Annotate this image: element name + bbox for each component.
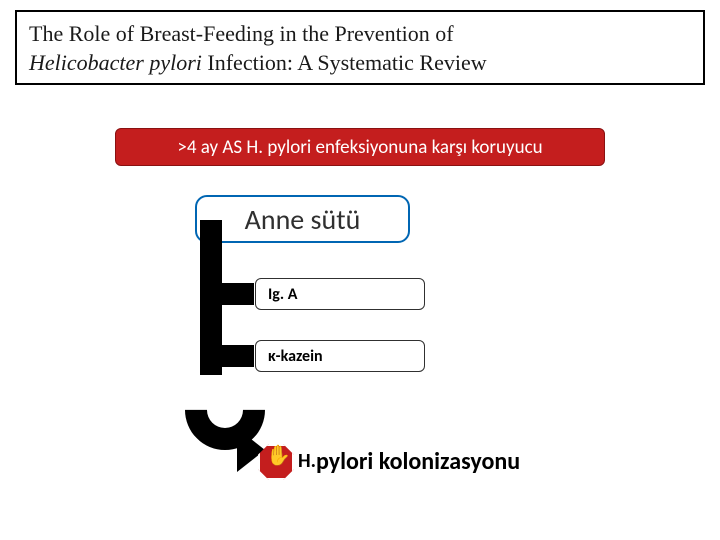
connector-to-kazein	[222, 345, 254, 367]
title-plain2: Infection: A Systematic Review	[202, 50, 487, 75]
red-bar-text: >4 ay AS H. pylori enfeksiyonuna karşı k…	[177, 136, 542, 159]
connector-to-iga	[222, 283, 254, 305]
anne-sutu-label: Anne sütü	[245, 202, 361, 237]
title-line1: The Role of Breast-Feeding in the Preven…	[29, 20, 691, 49]
stop-icon: ✋	[256, 437, 296, 477]
hp-rest: pylori kolonizasyonu	[316, 447, 520, 476]
kazein-node: κ-kazein	[255, 340, 425, 372]
kazein-label: κ-kazein	[268, 347, 323, 366]
hp-h-letter: H.	[298, 449, 316, 473]
anne-sutu-node: Anne sütü	[195, 195, 410, 243]
iga-label: Ig. A	[268, 285, 297, 304]
iga-node: Ig. A	[255, 278, 425, 310]
title-line2: Helicobacter pylori Infection: A Systema…	[29, 49, 691, 78]
title-box: The Role of Breast-Feeding in the Preven…	[15, 10, 705, 85]
connector-vertical-main	[200, 220, 222, 375]
hp-kolon-node: H. pylori kolonizasyonu	[298, 440, 608, 482]
title-italic: Helicobacter pylori	[29, 50, 202, 75]
stop-hand-icon: ✋	[266, 446, 291, 466]
red-summary-bar: >4 ay AS H. pylori enfeksiyonuna karşı k…	[115, 128, 605, 166]
